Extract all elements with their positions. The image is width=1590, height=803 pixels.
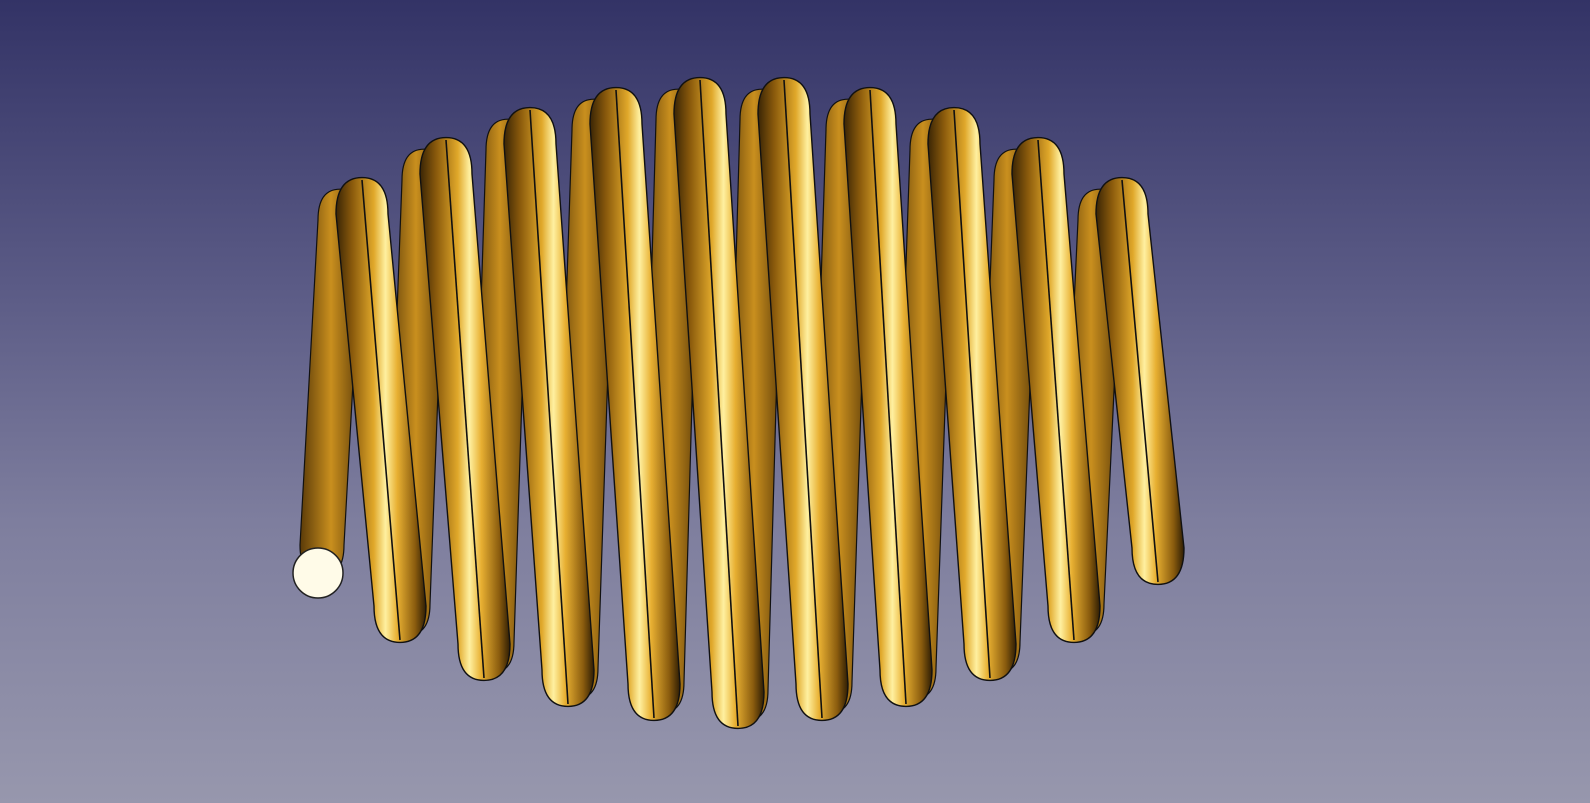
coil-front-segment [843, 86, 933, 708]
coil-front-segment [927, 106, 1017, 682]
seam-edge [445, 139, 485, 679]
coil-front-segment [503, 106, 595, 708]
seam-edge [953, 109, 991, 679]
coil-front-segment [1011, 136, 1101, 644]
coil-front-segment [419, 136, 511, 682]
seam-edge [615, 89, 655, 719]
seam-edge [869, 89, 907, 705]
spring-end-face[interactable] [292, 547, 344, 599]
seam-edge [361, 179, 401, 641]
spring-back-coils [299, 88, 1123, 722]
coil-front-segment [757, 76, 849, 722]
coil-front-segment [1095, 176, 1185, 586]
seam-edge [529, 109, 569, 705]
seam-edge [699, 79, 739, 727]
seam-edge [783, 79, 823, 719]
spring-front-coils [335, 76, 1185, 730]
coil-front-segment [335, 176, 427, 644]
coil-front-segment [589, 86, 681, 722]
coil-front-segment [673, 76, 765, 730]
seam-edge [1121, 179, 1159, 583]
seam-edge [1037, 139, 1075, 641]
